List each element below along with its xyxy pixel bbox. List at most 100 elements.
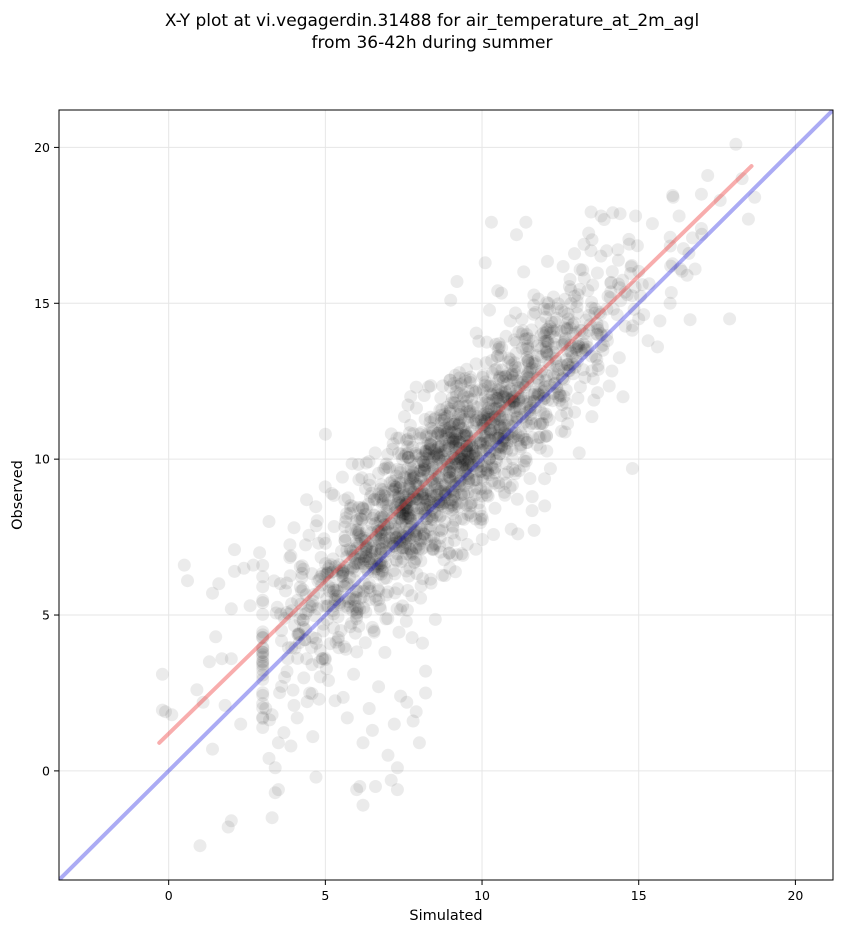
data-point [542, 413, 556, 427]
data-point [404, 390, 418, 404]
data-point [431, 470, 445, 484]
data-point [437, 411, 451, 425]
data-point [503, 353, 517, 367]
y-tick-label: 0 [42, 763, 50, 778]
data-point [402, 569, 416, 583]
data-point [460, 537, 474, 551]
data-point [424, 576, 438, 590]
data-point [305, 600, 319, 614]
data-point [528, 357, 542, 371]
data-point [159, 705, 172, 719]
data-point [446, 450, 460, 464]
data-point [399, 471, 413, 485]
data-point [475, 418, 489, 432]
data-point [361, 565, 375, 579]
data-point [492, 388, 506, 402]
data-point [480, 441, 494, 455]
data-point [459, 394, 473, 408]
data-point [474, 464, 488, 478]
data-point [509, 384, 523, 398]
data-point [340, 543, 354, 557]
data-point [363, 584, 377, 598]
data-point [389, 530, 403, 544]
data-point [341, 577, 355, 590]
data-point [447, 432, 461, 446]
data-point [446, 519, 459, 533]
data-point [447, 490, 461, 504]
data-point [387, 564, 400, 577]
data-point [375, 537, 389, 550]
data-point [555, 304, 569, 318]
data-point [335, 470, 349, 484]
data-point [400, 501, 414, 515]
data-point [393, 526, 407, 540]
y-tick-label: 20 [34, 140, 50, 155]
data-point [265, 708, 279, 722]
data-point [256, 654, 270, 668]
data-point [529, 417, 542, 431]
data-point [410, 492, 424, 506]
data-point [550, 311, 563, 325]
data-point [396, 489, 410, 503]
data-point [498, 422, 512, 435]
data-point [356, 501, 370, 515]
data-point [507, 394, 521, 408]
data-point [601, 289, 615, 303]
data-point [430, 459, 444, 472]
data-point [396, 507, 410, 521]
data-point [350, 609, 364, 623]
data-point [548, 330, 562, 344]
data-point [476, 417, 490, 431]
data-point [209, 630, 223, 644]
data-point [445, 483, 459, 497]
data-point [489, 337, 503, 351]
data-point [394, 517, 408, 531]
data-point [359, 456, 373, 470]
data-point [344, 544, 358, 558]
data-point [519, 378, 533, 392]
data-point [453, 386, 467, 400]
data-point [329, 583, 343, 597]
data-point [380, 504, 394, 518]
data-point [511, 433, 525, 447]
data-point [449, 477, 463, 491]
data-point [389, 529, 403, 543]
data-point [521, 405, 535, 419]
data-point [453, 442, 467, 455]
data-point [414, 522, 428, 536]
data-point [481, 393, 495, 407]
data-point [460, 362, 474, 376]
data-point [461, 456, 475, 470]
data-point [360, 540, 374, 553]
data-point [359, 543, 373, 557]
data-point [271, 783, 285, 797]
data-point [523, 396, 537, 410]
data-point [386, 437, 400, 451]
data-point [561, 312, 575, 326]
data-point [455, 547, 469, 561]
data-point [370, 562, 384, 576]
data-point [364, 545, 378, 559]
data-point [363, 473, 377, 486]
data-point [373, 510, 387, 524]
data-point [443, 496, 457, 510]
data-point [465, 449, 479, 463]
data-point [297, 671, 311, 685]
data-point [556, 260, 570, 273]
data-point [348, 626, 362, 640]
data-point [399, 494, 412, 508]
data-point [298, 633, 312, 647]
data-point [453, 427, 467, 441]
data-point [393, 541, 407, 555]
data-point [519, 415, 533, 429]
data-point [468, 447, 482, 461]
data-point [459, 452, 473, 466]
data-point [366, 534, 380, 548]
data-point [480, 436, 494, 450]
data-point [531, 378, 545, 392]
data-point [348, 573, 362, 587]
data-point [263, 713, 276, 727]
data-point [416, 455, 430, 469]
data-point [562, 364, 576, 378]
data-point [432, 451, 446, 465]
